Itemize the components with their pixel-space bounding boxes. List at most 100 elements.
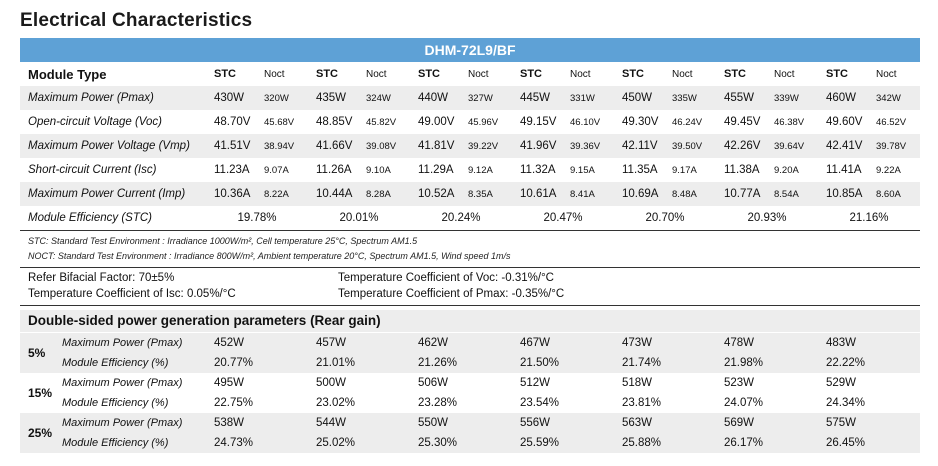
power-value: 506W	[418, 377, 449, 389]
stc-header: STC	[724, 68, 746, 80]
stc-value: 445W	[512, 86, 566, 110]
gain-percent: 5%	[20, 333, 58, 373]
noct-value: 39.64V	[770, 134, 818, 158]
noct-value: 45.96V	[468, 116, 499, 128]
stc-header: STC	[418, 68, 440, 80]
stc-value: 42.26V	[716, 134, 770, 158]
noct-value: 9.15A	[570, 164, 595, 176]
efficiency-value: 20.70%	[645, 212, 685, 224]
noct-value: 9.17A	[672, 164, 697, 176]
efficiency-value: 21.01%	[308, 353, 410, 373]
gain-percent: 25%	[20, 413, 58, 453]
efficiency-row: Module Efficiency (%) 22.75% 23.02% 23.28% 2…	[20, 393, 920, 413]
divider	[20, 230, 920, 231]
table-row: Short-circuit Current (Isc) 11.23A 9.07A 11…	[20, 158, 920, 182]
stc-header: STC	[622, 68, 644, 80]
efficiency-value: 25.30%	[410, 433, 512, 453]
stc-value: 435W	[308, 86, 362, 110]
noct-note: NOCT: Standard Test Environment : Irradi…	[28, 251, 511, 261]
efficiency-value: 20.93%	[747, 212, 787, 224]
bifacial-factor: Refer Bifacial Factor: 70±5%	[28, 272, 175, 284]
noct-value: 9.22A	[876, 164, 901, 176]
row-label: Maximum Power (Pmax)	[62, 377, 183, 389]
noct-value: 331W	[566, 86, 614, 110]
stc-value: 42.41V	[818, 134, 872, 158]
noct-value: 324W	[362, 86, 410, 110]
efficiency-value: 20.47%	[543, 212, 583, 224]
module-type-row: Module Type STC Noct STC Noct STC Noct STC Noct S…	[20, 62, 920, 86]
power-value: 518W	[622, 377, 653, 389]
power-value: 563W	[614, 413, 716, 433]
voc-coefficient: Temperature Coefficient of Voc: -0.31%/°…	[338, 272, 554, 284]
module-type-label: Module Type	[28, 66, 107, 82]
noct-header: Noct	[570, 68, 591, 80]
noct-value: 8.41A	[566, 182, 614, 206]
stc-value: 440W	[410, 86, 464, 110]
noct-value: 46.10V	[570, 116, 601, 128]
efficiency-value: 25.88%	[614, 433, 716, 453]
power-value: 462W	[410, 333, 512, 353]
noct-value: 39.22V	[464, 134, 512, 158]
noct-header: Noct	[876, 68, 897, 80]
power-value: 473W	[614, 333, 716, 353]
efficiency-value: 20.77%	[206, 353, 308, 373]
power-value: 556W	[512, 413, 614, 433]
table-row: Open-circuit Voltage (Voc) 48.70V 45.68V 48…	[20, 110, 920, 134]
efficiency-value: 23.28%	[418, 397, 458, 409]
efficiency-value: 25.59%	[512, 433, 614, 453]
noct-value: 46.52V	[876, 116, 907, 128]
isc-coefficient: Temperature Coefficient of Isc: 0.05%/°C	[28, 288, 236, 300]
stc-value: 11.23A	[214, 164, 250, 176]
power-value: 483W	[818, 333, 920, 353]
stc-value: 10.69A	[614, 182, 668, 206]
row-label: Maximum Power (Pmax)	[58, 333, 206, 353]
noct-value: 46.24V	[672, 116, 703, 128]
noct-header: Noct	[774, 68, 795, 80]
power-value: 512W	[520, 377, 551, 389]
noct-value: 8.54A	[770, 182, 818, 206]
noct-value: 9.10A	[366, 164, 391, 176]
stc-value: 42.11V	[614, 134, 668, 158]
divider	[20, 305, 920, 306]
power-row: 5% Maximum Power (Pmax) 452W 457W 462W 467W 47…	[20, 333, 920, 373]
page-title: Electrical Characteristics	[20, 10, 253, 31]
stc-value: 49.60V	[826, 116, 863, 128]
efficiency-value: 19.78%	[237, 212, 277, 224]
rear-gain-title: Double-sided power generation parameters…	[20, 310, 920, 332]
efficiency-value: 21.26%	[410, 353, 512, 373]
table-row: Maximum Power (Pmax) 430W 320W 435W 324W 440W…	[20, 86, 920, 110]
rear-gain-group: 15% Maximum Power (Pmax) 495W 500W 506W 512W 5…	[20, 373, 920, 413]
power-value: 529W	[826, 377, 857, 389]
noct-value: 8.22A	[260, 182, 308, 206]
stc-value: 11.38A	[724, 164, 760, 176]
noct-value: 39.36V	[566, 134, 614, 158]
efficiency-value: 21.16%	[849, 212, 889, 224]
power-value: 467W	[512, 333, 614, 353]
pmax-coefficient: Temperature Coefficient of Pmax: -0.35%/…	[338, 288, 565, 300]
power-value: 575W	[818, 413, 920, 433]
stc-value: 10.52A	[410, 182, 464, 206]
power-value: 500W	[316, 377, 347, 389]
stc-value: 430W	[206, 86, 260, 110]
efficiency-value: 21.50%	[512, 353, 614, 373]
stc-value: 49.30V	[622, 116, 659, 128]
stc-value: 41.51V	[206, 134, 260, 158]
efficiency-value: 23.02%	[316, 397, 356, 409]
stc-value: 10.77A	[716, 182, 770, 206]
efficiency-value: 22.75%	[214, 397, 254, 409]
rear-gain-group: 5% Maximum Power (Pmax) 452W 457W 462W 467W 47…	[20, 333, 920, 373]
noct-value: 45.82V	[366, 116, 397, 128]
stc-value: 10.44A	[308, 182, 362, 206]
efficiency-value: 25.02%	[308, 433, 410, 453]
electrical-table: Module Type STC Noct STC Noct STC Noct STC Noct S…	[20, 62, 920, 230]
stc-value: 11.32A	[520, 164, 556, 176]
stc-value: 11.29A	[418, 164, 454, 176]
row-label: Maximum Power Current (Imp)	[20, 182, 206, 206]
power-value: 495W	[214, 377, 245, 389]
noct-header: Noct	[366, 68, 387, 80]
efficiency-value: 20.01%	[339, 212, 379, 224]
stc-value: 11.41A	[826, 164, 862, 176]
efficiency-value: 21.98%	[716, 353, 818, 373]
stc-value: 49.15V	[520, 116, 557, 128]
rear-gain-group: 25% Maximum Power (Pmax) 538W 544W 550W 556W 5…	[20, 413, 920, 453]
